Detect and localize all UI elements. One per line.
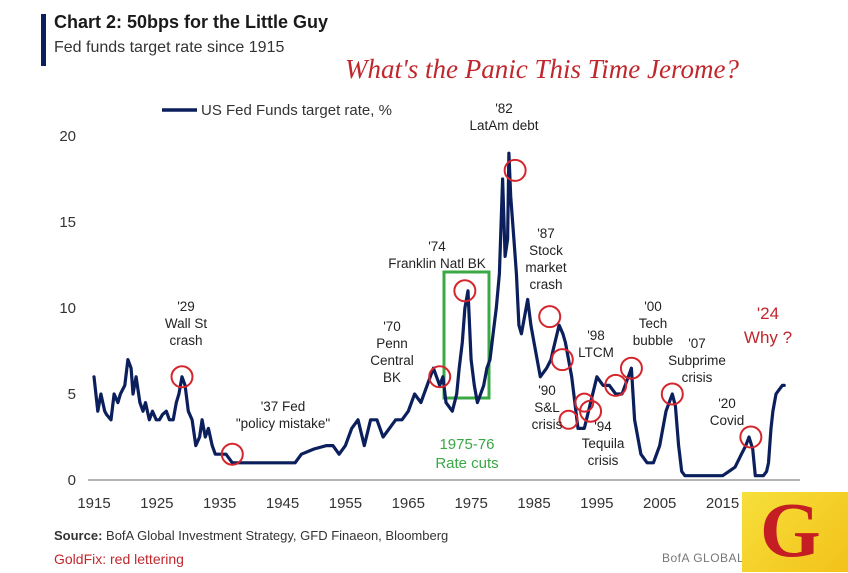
- annotation-text: Tequila: [582, 436, 625, 451]
- annotation-text: LatAm debt: [469, 118, 538, 133]
- annotation-text: '29: [177, 299, 195, 314]
- goldfix-note: GoldFix: red lettering: [54, 551, 184, 567]
- x-tick-label: 1915: [77, 495, 110, 512]
- annotation-text: bubble: [633, 333, 674, 348]
- rate-cut-box: [442, 270, 491, 400]
- annotation-text: Subprime: [668, 353, 726, 368]
- annotation-text: '24: [757, 304, 779, 323]
- annotations: '29 Wall St crash '37 Fed "policy mistake" '7…: [165, 101, 792, 472]
- annotation-text: Why ?: [744, 328, 792, 347]
- x-tick-label: 1925: [140, 495, 173, 512]
- y-tick-label: 10: [59, 300, 76, 317]
- annotation-text: '90: [538, 383, 556, 398]
- annotation-text: market: [525, 260, 567, 275]
- annotation-text: Stock: [529, 243, 563, 258]
- x-tick-label: 2015: [706, 495, 739, 512]
- x-tick-label: 1985: [517, 495, 550, 512]
- series-line: [92, 151, 786, 478]
- event-circle: [604, 373, 628, 397]
- y-tick-label: 5: [68, 386, 76, 403]
- rate-cut-box-group: [442, 270, 491, 400]
- annotation-text: Tech: [639, 316, 668, 331]
- chart-subtitle: Fed funds target rate since 1915: [54, 39, 285, 56]
- x-tick-label: 1995: [580, 495, 613, 512]
- annotation-text: '74: [428, 239, 446, 254]
- annotation-text: S&L: [534, 400, 560, 415]
- event-circle: [574, 392, 595, 413]
- y-tick-label: 0: [68, 472, 76, 489]
- annotation-text: '82: [495, 101, 513, 116]
- event-circle: [453, 279, 477, 303]
- x-tick-label: 1935: [203, 495, 236, 512]
- goldfix-logo: G: [742, 486, 848, 573]
- logo-letter: G: [760, 486, 821, 573]
- annotation-text: Central: [370, 353, 414, 368]
- event-circle: [503, 158, 527, 182]
- annotation-text: Rate cuts: [435, 455, 498, 472]
- annotation-text: '94: [594, 419, 612, 434]
- annotation-text: '37 Fed: [261, 399, 306, 414]
- annotation-text: '98: [587, 328, 605, 343]
- legend: US Fed Funds target rate, %: [162, 102, 392, 119]
- source-label: Source:: [54, 528, 103, 543]
- annotation-text: crisis: [682, 370, 713, 385]
- x-tick-label: 1945: [266, 495, 299, 512]
- event-circle: [739, 425, 763, 449]
- source-note: Source: BofA Global Investment Strategy,…: [54, 528, 448, 543]
- source-text: BofA Global Investment Strategy, GFD Fin…: [102, 528, 449, 543]
- annotation-text: '87: [537, 226, 555, 241]
- title-accent-bar: [41, 14, 46, 66]
- annotation-text: '20: [718, 396, 736, 411]
- annotation-text: Wall St: [165, 316, 208, 331]
- event-circle: [428, 365, 452, 389]
- annotation-text: '07: [688, 336, 706, 351]
- chart-title: Chart 2: 50bps for the Little Guy: [54, 12, 329, 32]
- event-circle: [558, 409, 579, 430]
- y-tick-label: 20: [59, 128, 76, 145]
- annotation-text: crash: [529, 277, 562, 292]
- x-tick-label: 1975: [454, 495, 487, 512]
- annotation-text: crisis: [588, 453, 619, 468]
- annotation-text: BK: [383, 370, 401, 385]
- x-tick-label: 2005: [643, 495, 676, 512]
- overlay-question: What's the Panic This Time Jerome?: [345, 54, 739, 84]
- annotation-text: '70: [383, 319, 401, 334]
- event-circle: [220, 442, 244, 466]
- annotation-text: "policy mistake": [236, 416, 331, 431]
- event-circle: [170, 365, 194, 389]
- annotation-text: LTCM: [578, 345, 614, 360]
- event-circle: [619, 356, 643, 380]
- event-circle: [660, 382, 684, 406]
- annotation-text: 1975-76: [439, 436, 494, 453]
- event-circle: [550, 348, 574, 372]
- event-circle: [538, 305, 562, 329]
- legend-label: US Fed Funds target rate, %: [201, 102, 392, 119]
- annotation-text: '00: [644, 299, 662, 314]
- x-tick-label: 1955: [329, 495, 362, 512]
- event-circles: [170, 158, 763, 466]
- annotation-text: Covid: [710, 413, 745, 428]
- annotation-text: Franklin Natl BK: [388, 256, 486, 271]
- y-tick-label: 15: [59, 214, 76, 231]
- annotation-text: Penn: [376, 336, 408, 351]
- annotation-text: crash: [169, 333, 202, 348]
- x-tick-label: 1965: [392, 495, 425, 512]
- annotation-text: crisis: [532, 417, 563, 432]
